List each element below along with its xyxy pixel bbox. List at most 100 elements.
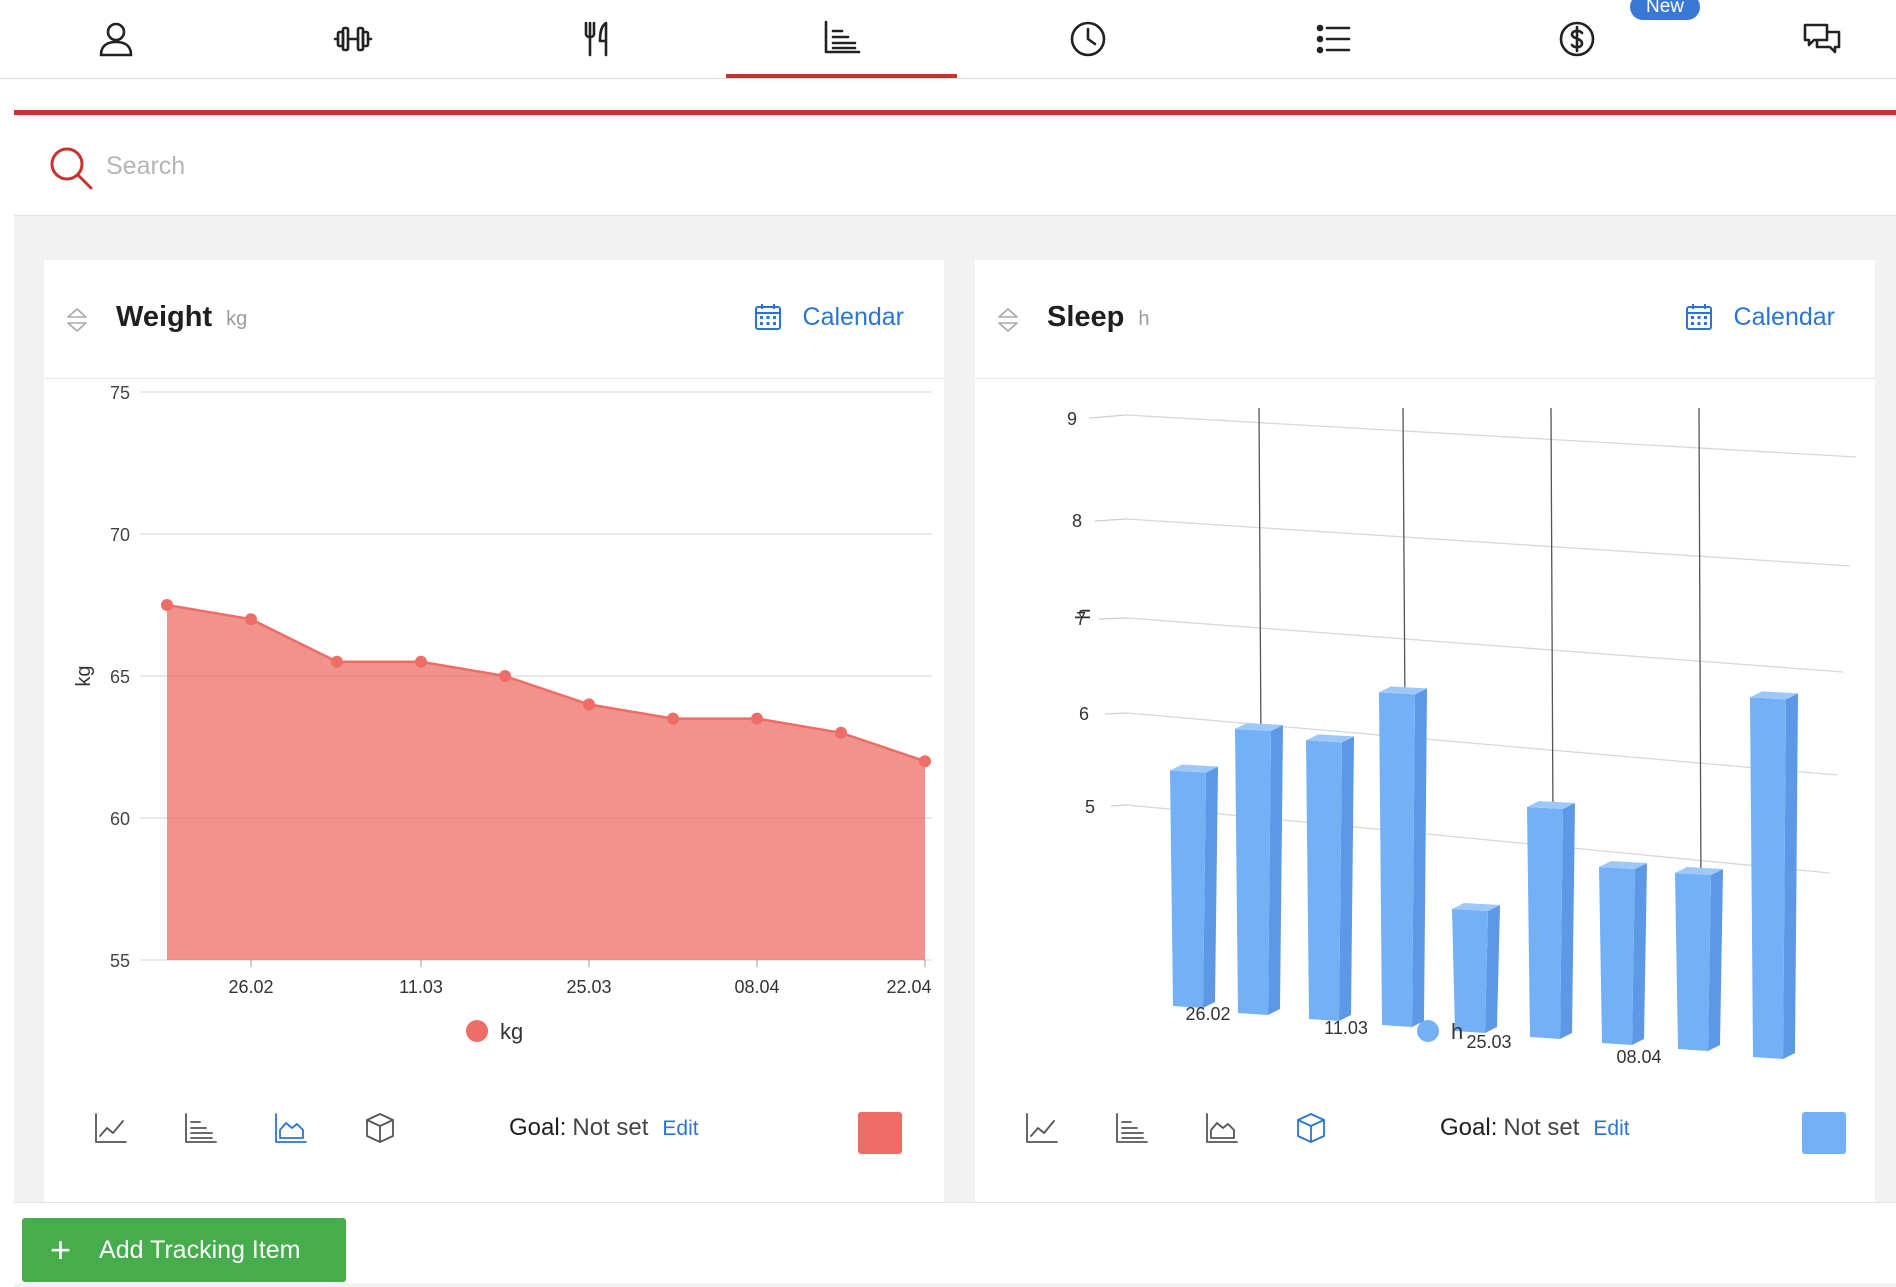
series-line [166, 603, 926, 763]
bar [1452, 908, 1488, 1033]
chart-type-area-button[interactable] [272, 1110, 308, 1146]
line-chart-icon [1026, 1113, 1058, 1143]
y-tick-label: 60 [110, 809, 130, 829]
legend-marker [466, 1020, 488, 1042]
sort-handle-icon[interactable] [997, 306, 1019, 334]
x-tick-label: 26.02 [228, 977, 273, 997]
search-bar [14, 115, 1896, 216]
bar-side [1708, 868, 1723, 1051]
bar-top [1527, 800, 1575, 809]
bar [1306, 740, 1342, 1021]
add-tracking-item-label: Add Tracking Item [99, 1235, 301, 1264]
data-point [667, 712, 679, 725]
chart-type-3d-button[interactable] [362, 1110, 398, 1146]
chart-type-bar-button[interactable] [1113, 1110, 1149, 1146]
x-tick-label: 26.02 [1185, 1004, 1230, 1024]
drop-line [1258, 407, 1262, 749]
data-point [331, 655, 343, 668]
y-tick-label: 6 [1079, 704, 1089, 724]
bar-top [1306, 734, 1354, 743]
top-navigation: New [0, 0, 1896, 79]
chat-icon [1803, 23, 1840, 54]
grid-line [1126, 804, 1831, 874]
tab-profile[interactable] [0, 0, 231, 78]
grid-line [1126, 617, 1844, 673]
y-tick-label: 8 [1072, 511, 1082, 531]
clock-icon [1070, 21, 1105, 57]
tab-payments[interactable] [1461, 0, 1692, 78]
bar-top [1235, 722, 1283, 731]
goal-edit-link[interactable]: Edit [1593, 1117, 1630, 1140]
fork-knife-icon [584, 21, 607, 57]
search-input[interactable] [104, 143, 808, 189]
grid-line [1126, 414, 1857, 458]
bar-top [1599, 860, 1647, 869]
card-header: Weight kg Calendar [44, 260, 944, 379]
y-tick-label: 9 [1067, 409, 1077, 429]
data-point [751, 712, 763, 725]
grid-tick [1094, 518, 1128, 522]
bar-top [1452, 902, 1500, 911]
y-axis-label: kg [73, 665, 95, 686]
data-point [161, 599, 173, 611]
bar [1527, 806, 1563, 1039]
weight-card: Weight kg Calendar 55 60 65 70 75 kg 26.02 11.03… [44, 260, 944, 1205]
chart-type-line-button[interactable] [1023, 1110, 1059, 1146]
legend-label: h [1451, 1019, 1463, 1044]
card-title: Sleep h [1047, 301, 1150, 333]
goal-edit-link[interactable]: Edit [662, 1117, 699, 1140]
tab-charts[interactable] [726, 0, 957, 78]
bar-chart-icon [824, 20, 860, 54]
calendar-icon [754, 304, 781, 330]
x-tick-label: 08.04 [1616, 1047, 1661, 1067]
chart-type-area-button[interactable] [1203, 1110, 1239, 1146]
plus-icon: + [50, 1229, 72, 1270]
goal-text: Goal: Not set Edit [509, 1114, 699, 1142]
add-tracking-item-button[interactable]: + Add Tracking Item [22, 1218, 346, 1282]
dollar-icon [1559, 21, 1594, 57]
x-tick-label: 22.04 [886, 977, 931, 997]
data-point [499, 670, 511, 682]
tab-nutrition[interactable] [481, 0, 712, 78]
data-point [835, 726, 847, 739]
cube-icon [366, 1113, 394, 1143]
data-point [583, 698, 595, 711]
tab-lists[interactable] [1217, 0, 1448, 78]
bar-side [1203, 766, 1218, 1008]
grid-tick [1088, 414, 1128, 419]
chart-type-line-button[interactable] [92, 1110, 128, 1146]
bar [1675, 872, 1711, 1051]
bar-side [1268, 724, 1283, 1015]
sleep-card: Sleep h Calendar 5 6 7 8 9 h 26.02 11.03 25.03 08.… [975, 260, 1875, 1205]
color-swatch[interactable] [858, 1112, 902, 1154]
y-tick-label: 75 [110, 383, 130, 403]
calendar-button[interactable]: Calendar [1684, 302, 1835, 332]
bar-side [1560, 802, 1575, 1039]
sleep-3d-bar-chart: 5 6 7 8 9 h 26.02 11.03 25.03 08.04 h [1067, 407, 1857, 1067]
calendar-button[interactable]: Calendar [753, 302, 904, 332]
goal-label: Goal: [509, 1114, 567, 1141]
calendar-icon [1685, 304, 1712, 330]
bar [1599, 866, 1635, 1045]
chart-type-3d-button[interactable] [1293, 1110, 1329, 1146]
bar-top [1750, 691, 1798, 700]
x-tick-label: 11.03 [1324, 1018, 1368, 1038]
list-icon [1316, 24, 1350, 54]
card-footer: Goal: Not set Edit [44, 1096, 944, 1166]
color-swatch[interactable] [1802, 1112, 1846, 1154]
new-badge: New [1630, 0, 1700, 20]
y-tick-label: 65 [110, 667, 130, 687]
tab-workouts[interactable] [237, 0, 468, 78]
chart-type-bar-button[interactable] [182, 1110, 218, 1146]
area-fill [167, 605, 925, 960]
bar-side [1412, 688, 1427, 1027]
data-point [919, 755, 931, 768]
goal-value: Not set [572, 1114, 649, 1141]
tab-messages[interactable] [1706, 0, 1896, 78]
legend-label: kg [500, 1019, 523, 1044]
dumbbell-icon [333, 26, 372, 52]
calendar-label: Calendar [802, 302, 904, 331]
sort-handle-icon[interactable] [66, 306, 88, 334]
tab-history[interactable] [972, 0, 1203, 78]
data-point [415, 655, 427, 668]
